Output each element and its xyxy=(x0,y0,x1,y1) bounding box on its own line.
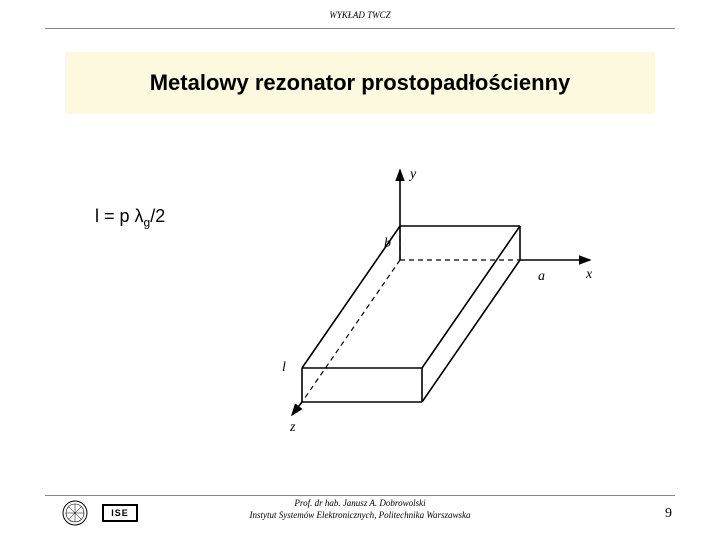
formula: l = p λg/2 xyxy=(95,206,165,230)
svg-text:z: z xyxy=(289,420,296,435)
slide-title: Metalowy rezonator prostopadłościenny xyxy=(85,70,635,96)
title-box: Metalowy rezonator prostopadłościenny xyxy=(65,52,655,114)
footer-line2: Instytut Systemów Elektronicznych, Polit… xyxy=(249,510,470,522)
divider-bottom xyxy=(45,495,675,496)
footer-line1: Prof. dr hab. Janusz A. Dobrowolski xyxy=(249,498,470,510)
page-number: 9 xyxy=(665,506,672,522)
footer-author: Prof. dr hab. Janusz A. Dobrowolski Inst… xyxy=(249,498,470,521)
formula-eq: = p xyxy=(99,206,135,226)
ise-logo: ISE xyxy=(102,504,138,522)
svg-text:l: l xyxy=(282,360,286,375)
formula-lambda: λ xyxy=(135,206,144,226)
university-logo-icon xyxy=(62,500,88,526)
svg-text:x: x xyxy=(585,267,593,282)
svg-text:a: a xyxy=(538,269,545,284)
header-course: WYKŁAD TWCZ xyxy=(0,0,720,25)
svg-text:y: y xyxy=(408,167,417,182)
footer: ISE Prof. dr hab. Janusz A. Dobrowolski … xyxy=(0,498,720,528)
resonator-diagram: y x z a b l xyxy=(260,160,600,440)
divider-top xyxy=(45,28,675,29)
formula-tail: /2 xyxy=(150,206,165,226)
svg-text:b: b xyxy=(384,236,391,251)
